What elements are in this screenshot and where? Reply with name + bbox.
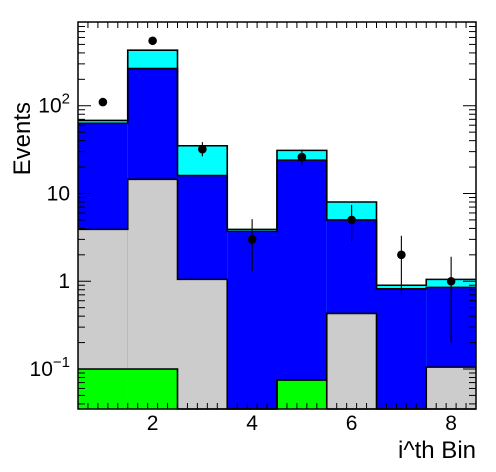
x-ticks: 2 4 6 8 xyxy=(77,22,477,435)
bar-blue-bin-5 xyxy=(277,160,327,409)
x-tick-label-4: 4 xyxy=(246,412,258,435)
data-point-8 xyxy=(446,276,456,286)
bar-green-bin-5 xyxy=(277,379,327,409)
data-point-7 xyxy=(397,250,406,260)
y-tick-label-3: 10 xyxy=(47,182,70,205)
data-point-6 xyxy=(347,215,356,225)
y-tick-label-1: 10−1 xyxy=(30,354,70,381)
histogram-bars xyxy=(78,50,476,410)
x-axis-title: i^th Bin xyxy=(398,437,476,464)
data-point-2 xyxy=(148,36,157,46)
x-tick-label-2: 2 xyxy=(147,412,159,435)
bar-gray-bin-8 xyxy=(426,367,476,409)
data-point-5 xyxy=(297,152,307,162)
data-point-1 xyxy=(98,97,108,107)
bar-green-bin-2 xyxy=(127,368,178,409)
y-tick-label-2: 1 xyxy=(58,270,70,293)
bar-green-bin-1 xyxy=(78,368,128,409)
bar-gray-bin-3 xyxy=(177,279,228,409)
bar-blue-bin-7 xyxy=(376,288,427,409)
bar-gray-bin-6 xyxy=(326,313,377,409)
data-point-4 xyxy=(247,235,257,244)
y-tick-label-4: 102 xyxy=(38,91,70,118)
y-axis-title: Events xyxy=(9,102,36,175)
x-tick-label-6: 6 xyxy=(346,412,358,435)
y-ticks: 10−1 1 10 102 xyxy=(30,21,476,405)
data-point-3 xyxy=(198,144,207,154)
x-tick-label-8: 8 xyxy=(445,412,457,435)
data-points xyxy=(98,36,456,343)
